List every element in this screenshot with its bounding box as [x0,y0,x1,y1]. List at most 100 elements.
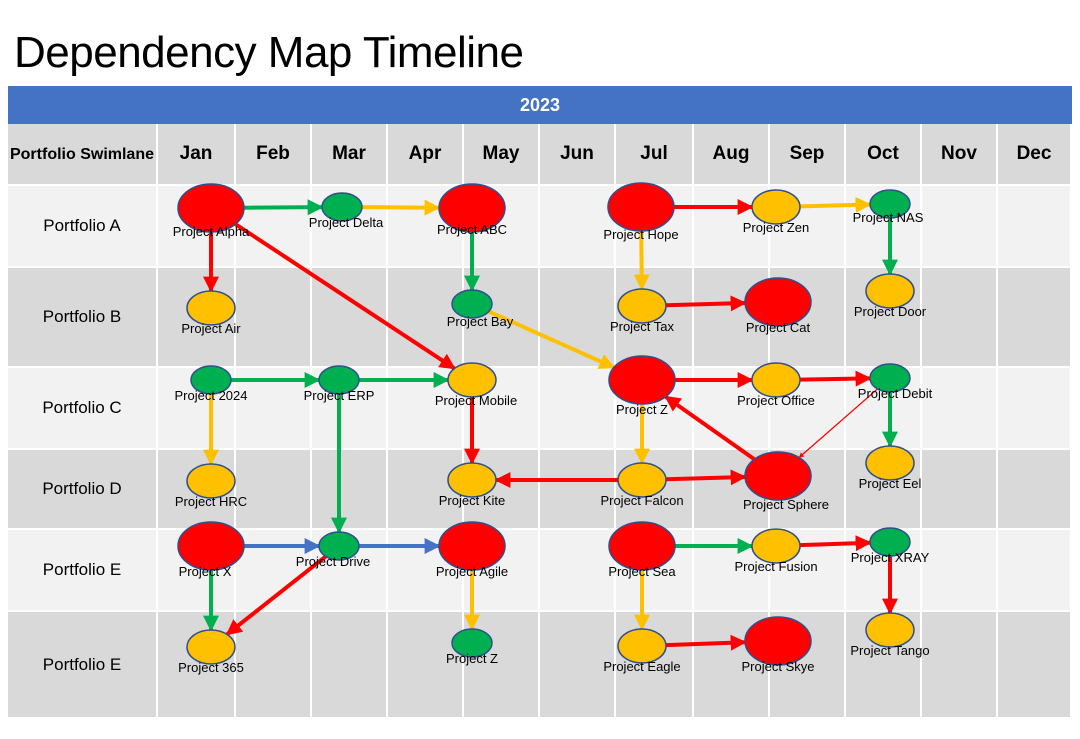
project-node-kite [447,462,497,498]
lane-cell [236,268,312,368]
lane-cell [388,612,464,719]
project-node-delta [321,192,363,222]
project-node-p2024 [190,365,232,395]
project-label-erp: Project ERP [304,388,375,403]
lane-cell [540,450,616,530]
lane-cell [922,268,998,368]
project-node-tax [617,288,667,324]
project-label-drive: Project Drive [296,554,370,569]
lane-cell [998,186,1072,268]
project-node-hope [607,182,675,232]
project-label-zen: Project Zen [743,220,809,235]
project-label-sea: Project Sea [608,564,676,579]
project-label-sphere: Project Sphere [743,497,829,512]
lane-cell [540,368,616,450]
lane-cell [540,530,616,612]
dependency-arrow-eagle-to-skye [665,634,747,651]
project-label-p365: Project 365 [178,660,244,675]
project-label-xray: Project XRAY [851,550,930,565]
lane-cell [312,612,388,719]
project-label-alpha: Project Alpha [173,224,250,239]
project-label-abc: Project ABC [437,222,507,237]
project-node-office [751,362,801,398]
project-node-debit [869,363,911,393]
project-node-xray [869,527,911,557]
month-header-sep: Sep [770,124,846,186]
project-node-drive [318,531,360,561]
project-label-x: Project X [179,564,232,579]
lane-cell [922,612,998,719]
project-node-bay [451,289,493,319]
project-label-bay: Project Bay [447,314,514,329]
month-header-mar: Mar [312,124,388,186]
project-node-hrc [186,463,236,499]
month-header-dec: Dec [998,124,1072,186]
dependency-arrow-office-to-debit [799,370,872,387]
project-label-p2024: Project 2024 [175,388,248,403]
year-header: 2023 [8,86,1072,124]
page-title: Dependency Map Timeline [14,28,524,77]
project-label-kite: Project Kite [439,493,505,508]
project-label-z1: Project Z [616,402,668,417]
project-node-tango [865,612,915,648]
project-label-nas: Project NAS [853,210,924,225]
project-label-z2: Project Z [446,651,498,666]
project-label-hope: Project Hope [603,227,678,242]
month-header-feb: Feb [236,124,312,186]
project-label-hrc: Project HRC [175,494,247,509]
lane-cell [922,368,998,450]
dependency-arrow-hope-to-tax [633,230,650,291]
lane-cell [236,612,312,719]
project-node-skye [744,616,812,666]
lane-label: Portfolio C [8,368,158,450]
dependency-arrow-alpha-to-mobile [234,222,456,371]
dependency-arrow-tax-to-cat [665,295,747,312]
lane-cell [236,186,312,268]
project-node-agile [438,521,506,571]
project-label-eel: Project Eel [859,476,922,491]
dependency-arrow-delta-to-abc [361,199,441,216]
lane-cell [158,612,236,719]
lane-cell [922,530,998,612]
lane-cell [540,268,616,368]
dependency-arrow-fusion-to-xray [799,535,872,552]
project-node-sea [608,521,676,571]
project-node-z2 [451,628,493,658]
project-node-air [186,290,236,326]
dependency-arrow-falcon-to-sphere [665,469,747,486]
project-node-mobile [447,362,497,398]
dependency-arrow-zen-to-nas [799,196,872,213]
month-header-may: May [464,124,540,186]
lane-cell [998,368,1072,450]
project-node-abc [438,183,506,233]
project-label-tango: Project Tango [850,643,929,658]
project-node-door [865,273,915,309]
lane-cell [540,186,616,268]
lane-cell [236,450,312,530]
project-label-air: Project Air [181,321,241,336]
dependency-arrow-bay-to-z1 [488,309,616,370]
project-node-eagle [617,628,667,664]
project-label-door: Project Door [854,304,927,319]
lane-cell [540,612,616,719]
project-node-eel [865,445,915,481]
project-label-cat: Project Cat [746,320,811,335]
timeline-grid: Portfolio Swimlane Jan Feb Mar Apr May Jun Jul A… [8,124,1072,719]
project-node-falcon [617,462,667,498]
lane-cell [312,450,388,530]
project-node-zen [751,189,801,225]
project-label-agile: Project Agile [436,564,508,579]
project-label-skye: Project Skye [742,659,815,674]
month-header-oct: Oct [846,124,922,186]
project-node-p365 [186,629,236,665]
lane-label: Portfolio E [8,612,158,719]
lane-label: Portfolio D [8,450,158,530]
lane-label: Portfolio E [8,530,158,612]
project-label-office: Project Office [737,393,815,408]
project-node-fusion [751,528,801,564]
project-node-x [177,521,245,571]
project-label-falcon: Project Falcon [600,493,683,508]
lane-cell [998,450,1072,530]
month-header-apr: Apr [388,124,464,186]
